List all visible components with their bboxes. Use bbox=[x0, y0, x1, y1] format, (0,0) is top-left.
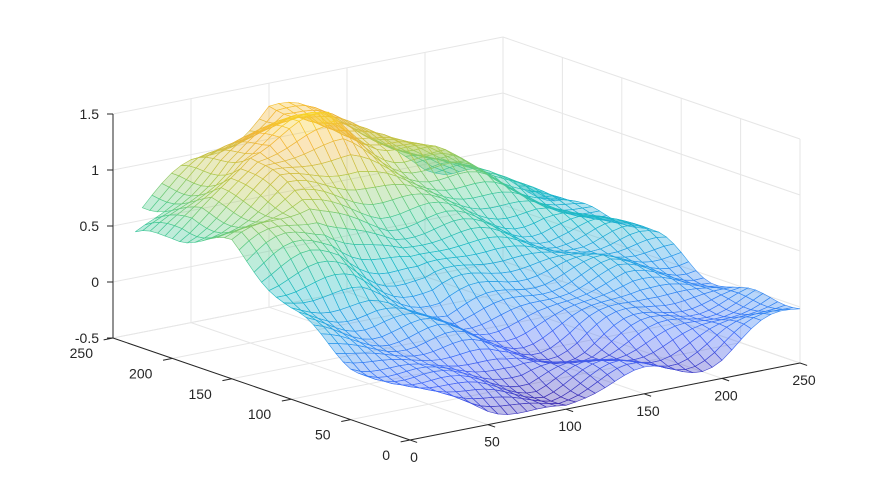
x-tick-mark bbox=[799, 362, 808, 366]
x-tick-mark bbox=[721, 377, 730, 382]
x-tick-label: 250 bbox=[792, 372, 816, 388]
back-wall-grid-line bbox=[112, 92, 504, 171]
z-tick-label: -0.5 bbox=[75, 330, 99, 346]
axes-box bbox=[103, 113, 808, 443]
surface-patch bbox=[409, 386, 427, 390]
y-tick-label: 100 bbox=[248, 406, 272, 422]
y-tick-mark bbox=[281, 398, 292, 402]
y-tick-label: 50 bbox=[315, 427, 331, 443]
x-axis-line bbox=[409, 362, 801, 441]
floor-grid-line bbox=[231, 301, 622, 380]
y-tick-label: 200 bbox=[129, 365, 153, 381]
x-tick-mark bbox=[487, 424, 496, 428]
floor-grid-line bbox=[346, 291, 645, 395]
z-tick-label: 1 bbox=[91, 162, 99, 178]
z-tick-label: 0.5 bbox=[80, 218, 100, 234]
surface-patch bbox=[460, 399, 479, 408]
tick-labels: 050100150200250050100150200250-0.500.511… bbox=[70, 106, 816, 465]
surface-patch bbox=[375, 379, 393, 384]
x-tick-label: 200 bbox=[714, 387, 738, 403]
back-wall-grid-line bbox=[112, 260, 504, 339]
x-tick-mark bbox=[643, 393, 652, 397]
side-wall-grid-line bbox=[502, 36, 801, 140]
z-tick-label: 1.5 bbox=[80, 106, 100, 122]
floor-grid-line bbox=[350, 342, 741, 421]
surface-patch bbox=[357, 372, 376, 380]
y-tick-mark bbox=[222, 378, 232, 382]
side-wall-grid-line bbox=[502, 92, 801, 196]
x-tick-label: 100 bbox=[558, 418, 582, 434]
y-tick-label: 150 bbox=[188, 386, 212, 402]
x-tick-label: 150 bbox=[636, 403, 660, 419]
floor-grid-line bbox=[172, 280, 563, 359]
floor-grid-line bbox=[424, 275, 723, 379]
surface-patch bbox=[426, 389, 444, 394]
x-tick-mark bbox=[409, 439, 418, 443]
back-wall-grid-line bbox=[112, 204, 504, 283]
y-tick-label: 0 bbox=[382, 447, 390, 463]
x-tick-label: 0 bbox=[410, 449, 418, 465]
side-wall-grid-line bbox=[502, 204, 801, 308]
floor-grid-line bbox=[190, 322, 489, 426]
y-tick-mark bbox=[341, 419, 351, 422]
surface-patch bbox=[443, 393, 462, 400]
x-tick-label: 50 bbox=[484, 434, 500, 450]
y-tick-label: 250 bbox=[70, 345, 94, 361]
side-wall-grid-line bbox=[502, 148, 801, 252]
y-axis-line bbox=[112, 337, 411, 441]
back-wall-grid-line bbox=[112, 148, 504, 227]
surface-mesh bbox=[135, 101, 801, 415]
y-tick-mark bbox=[400, 439, 411, 443]
surface-patch bbox=[392, 383, 410, 387]
y-tick-mark bbox=[162, 357, 173, 361]
z-tick-label: 0 bbox=[91, 274, 99, 290]
back-wall-grid-line bbox=[112, 36, 504, 115]
x-tick-mark bbox=[565, 408, 574, 413]
